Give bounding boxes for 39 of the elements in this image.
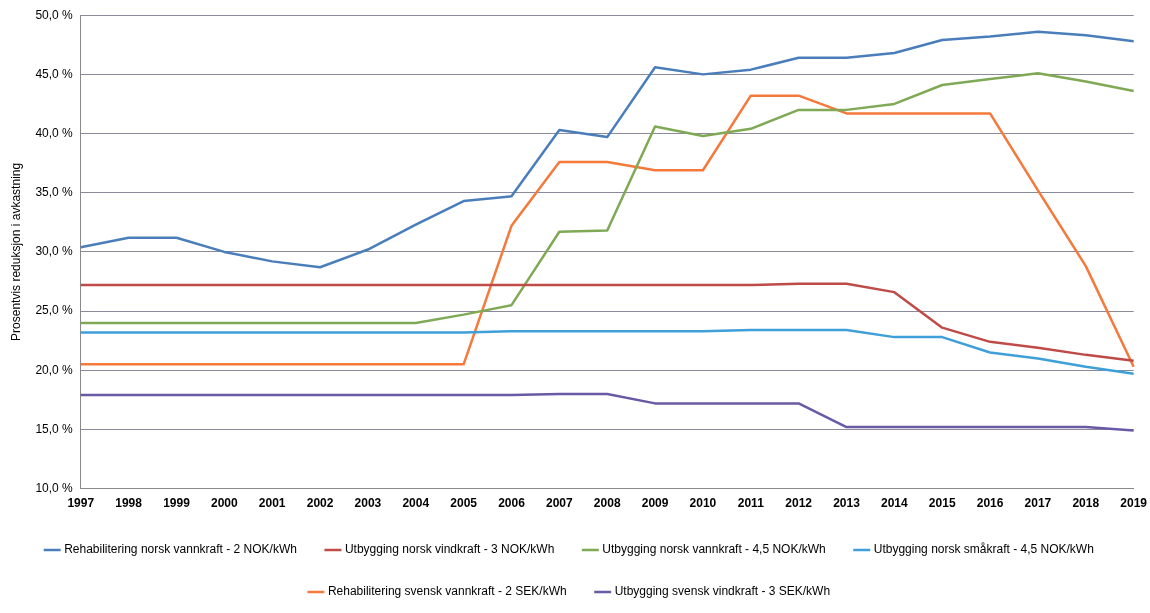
x-tick-label: 2004 bbox=[402, 496, 430, 511]
x-tick-label: 2010 bbox=[689, 496, 717, 511]
x-tick-label: 1998 bbox=[115, 496, 143, 511]
x-tick-label: 2012 bbox=[785, 496, 813, 511]
x-tick-label: 2019 bbox=[1120, 496, 1148, 511]
legend-label: Utbygging norsk vindkraft - 3 NOK/kWh bbox=[344, 542, 555, 557]
y-tick-label: 40,0 % bbox=[35, 125, 74, 140]
x-tick-label: 2017 bbox=[1024, 496, 1052, 511]
x-tick-label: 2003 bbox=[354, 496, 382, 511]
legend-label: Utbygging norsk småkraft - 4,5 NOK/kWh bbox=[873, 542, 1094, 557]
y-tick-label: 30,0 % bbox=[35, 244, 74, 259]
x-tick-label: 1997 bbox=[67, 496, 95, 511]
x-tick-label: 2006 bbox=[498, 496, 526, 511]
x-tick-label: 2013 bbox=[833, 496, 861, 511]
x-tick-label: 2002 bbox=[306, 496, 334, 511]
y-tick-label: 15,0 % bbox=[35, 421, 74, 436]
x-tick-label: 2008 bbox=[593, 496, 621, 511]
y-tick-label: 45,0 % bbox=[35, 66, 74, 81]
x-tick-label: 2005 bbox=[450, 496, 478, 511]
x-tick-label: 2011 bbox=[737, 496, 765, 511]
x-tick-label: 2018 bbox=[1072, 496, 1100, 511]
legend-label: Utbygging norsk vannkraft - 4,5 NOK/kWh bbox=[602, 542, 826, 557]
legend-label: Rehabilitering svensk vannkraft - 2 SEK/kWh bbox=[327, 584, 567, 599]
x-tick-label: 2014 bbox=[881, 496, 909, 511]
x-tick-label: 2000 bbox=[210, 496, 239, 511]
y-tick-label: 25,0 % bbox=[35, 303, 74, 318]
y-tick-label: 35,0 % bbox=[35, 185, 74, 200]
y-axis-title: Prosentvis reduksjon i avkastning bbox=[8, 162, 23, 341]
y-tick-label: 50,0 % bbox=[35, 7, 74, 22]
x-tick-label: 2016 bbox=[976, 496, 1004, 511]
y-tick-label: 20,0 % bbox=[35, 362, 74, 377]
x-tick-label: 2007 bbox=[546, 496, 574, 511]
legend-label: Utbygging svensk vindkraft - 3 SEK/kWh bbox=[614, 584, 831, 599]
y-tick-label: 10,0 % bbox=[35, 480, 74, 495]
legend-label: Rehabilitering norsk vannkraft - 2 NOK/kWh bbox=[64, 542, 297, 557]
x-tick-label: 2015 bbox=[928, 496, 956, 511]
x-tick-label: 1999 bbox=[163, 496, 191, 511]
x-tick-label: 2009 bbox=[641, 496, 669, 511]
x-tick-label: 2001 bbox=[258, 496, 286, 511]
